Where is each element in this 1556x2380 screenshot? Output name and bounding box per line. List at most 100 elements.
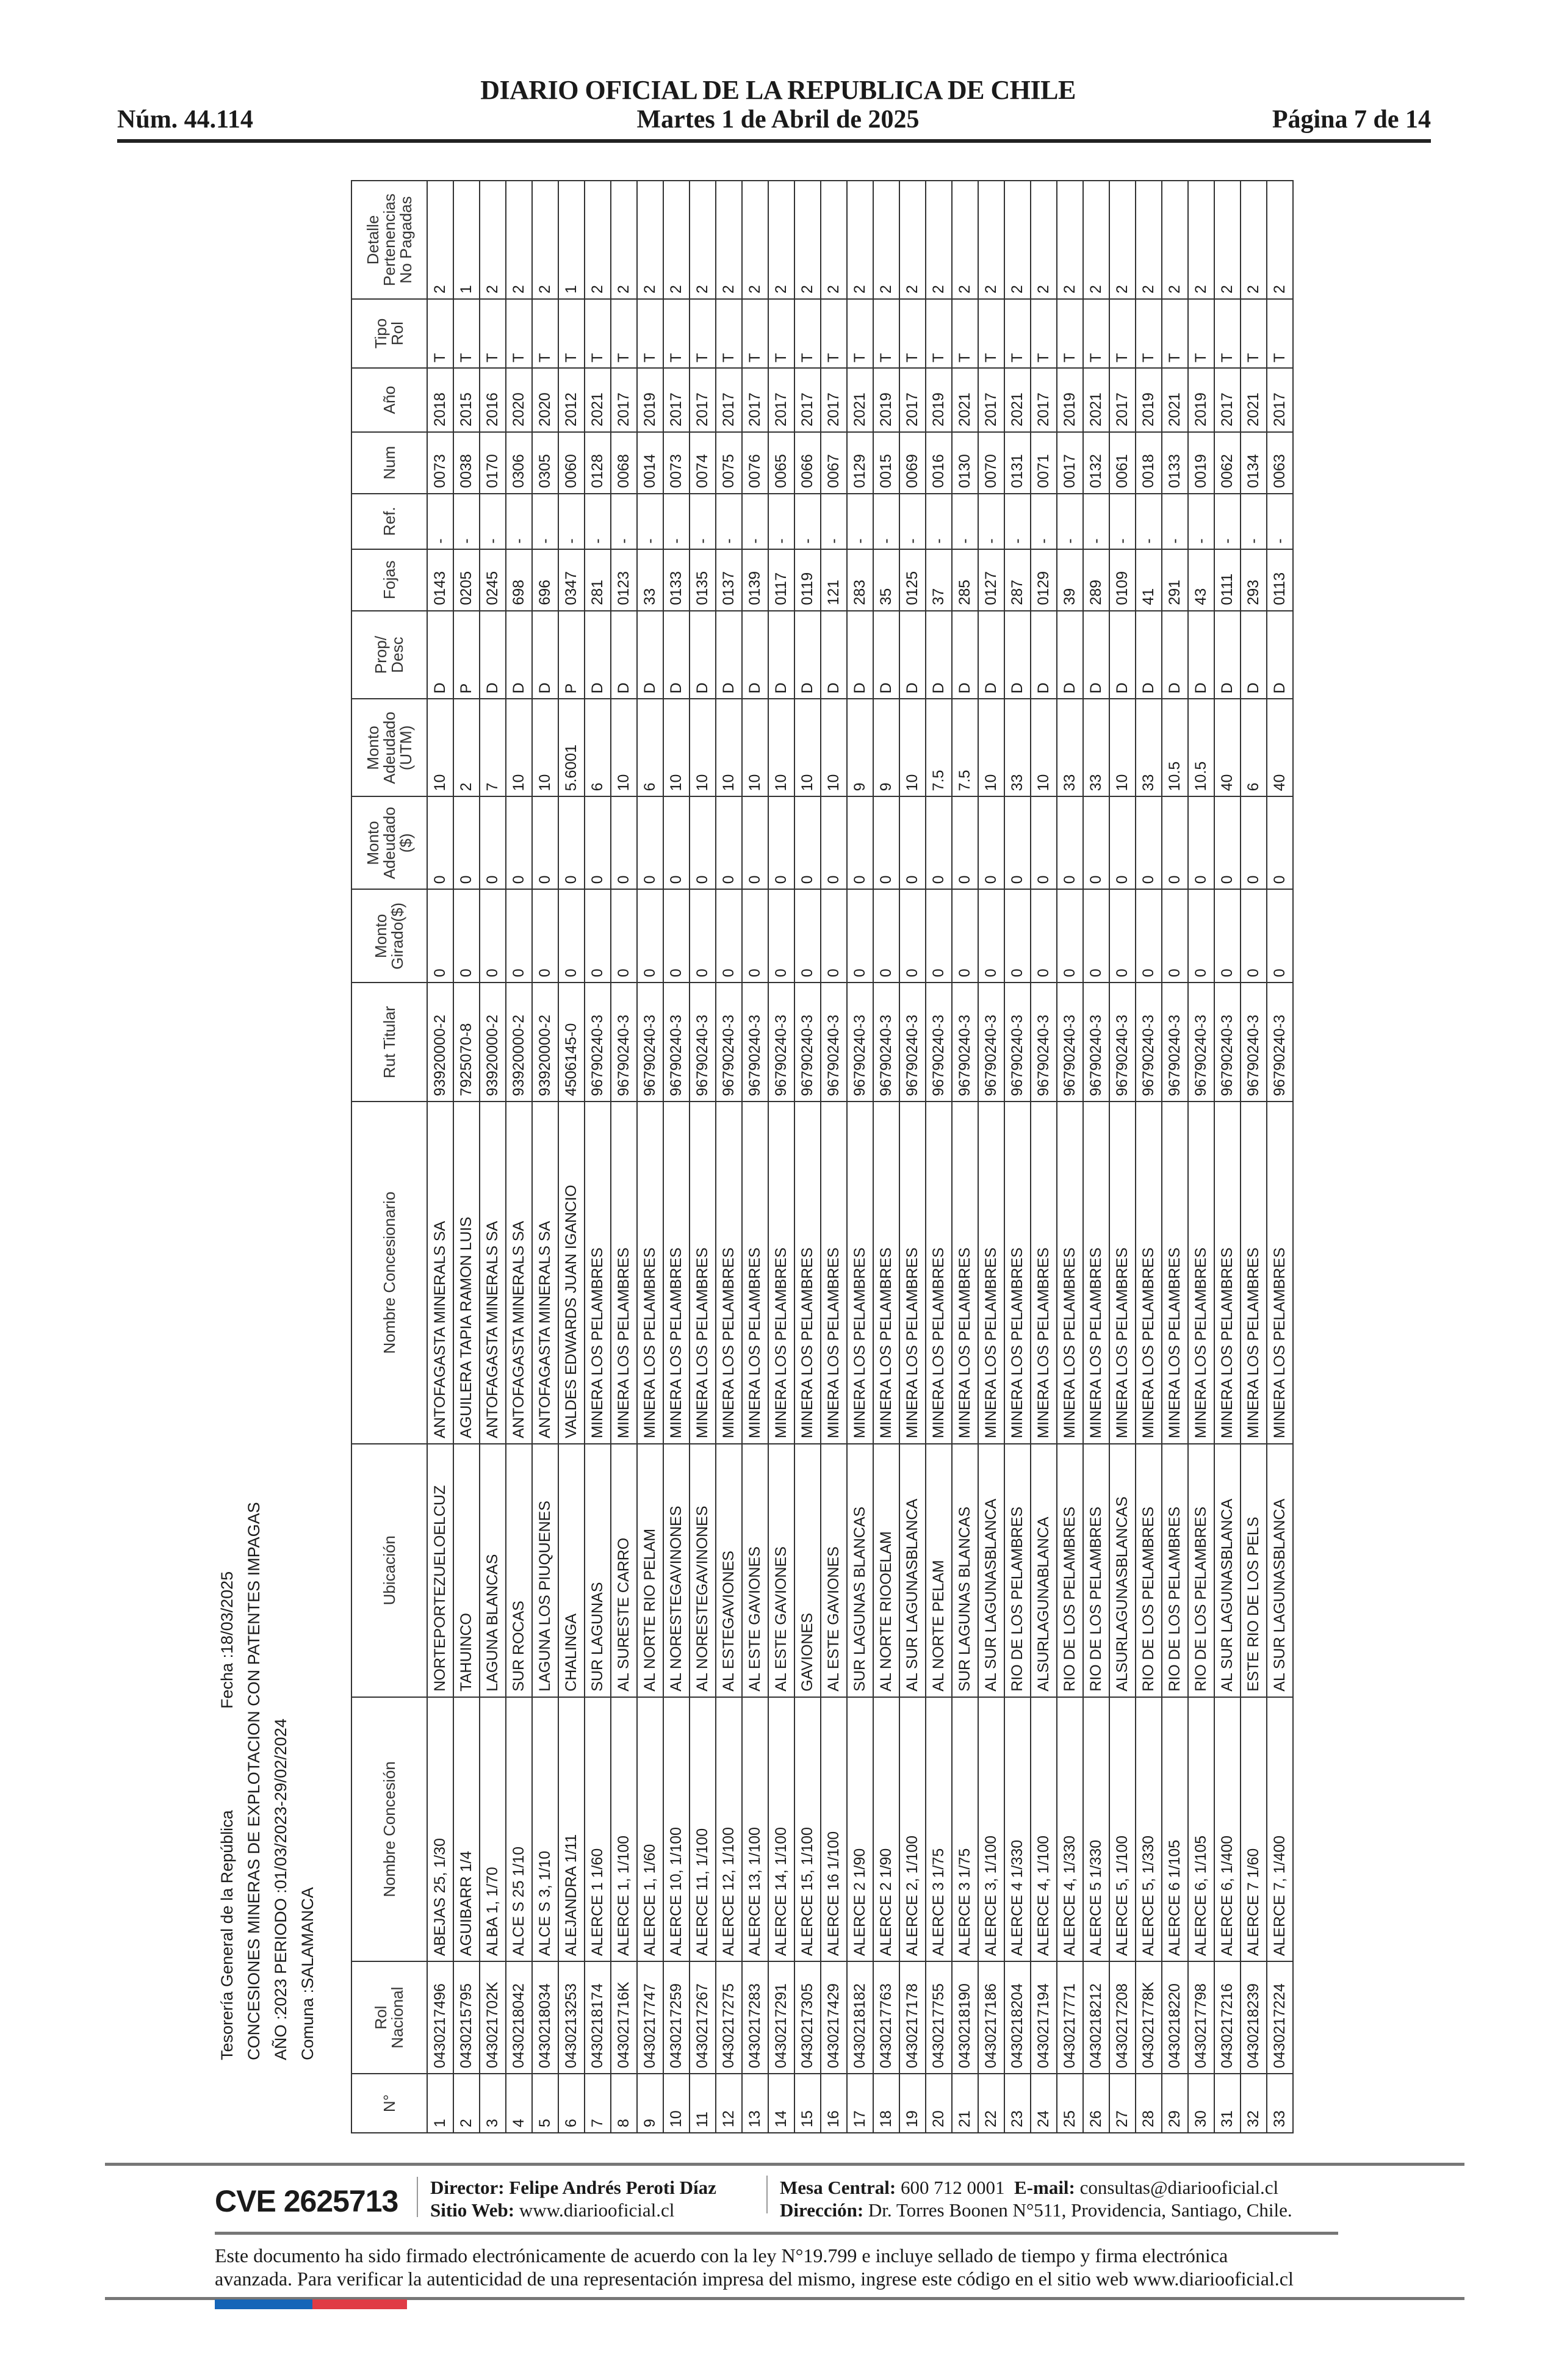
cell-num: 0130 bbox=[952, 431, 978, 494]
cell-ano: 2021 bbox=[585, 367, 611, 432]
cell-prop-desc: D bbox=[926, 610, 952, 699]
cell-monto-adeudado-pesos: 0 bbox=[1188, 796, 1214, 890]
cell-monto-adeudado-utm: 6 bbox=[585, 699, 611, 797]
cell-nombre-concesion: ALERCE 1 1/60 bbox=[585, 1697, 611, 1962]
cell-detalle-pertenencias: 2 bbox=[1214, 181, 1241, 300]
cell-num: 0073 bbox=[427, 431, 453, 494]
table-row: 30 0430217798 ALERCE 6, 1/105 RIO DE LOS PE… bbox=[1188, 181, 1214, 2133]
cell-nombre-concesionario: MINERA LOS PELAMBRES bbox=[1241, 1102, 1267, 1444]
cell-tipo-rol: T bbox=[663, 299, 690, 368]
column-header-monto-adeudado-pesos: Monto Adeudado ($) bbox=[351, 796, 427, 890]
table-row: 31 0430217216 ALERCE 6, 1/400 AL SUR LAGUNA… bbox=[1214, 181, 1241, 2133]
cell-ubicacion: AL SURESTE CARRO bbox=[611, 1443, 637, 1697]
cell-ano: 2017 bbox=[690, 367, 716, 432]
cell-monto-girado: 0 bbox=[1004, 889, 1031, 983]
cell-nombre-concesionario: MINERA LOS PELAMBRES bbox=[1188, 1102, 1214, 1444]
cell-monto-girado: 0 bbox=[453, 889, 480, 983]
cell-monto-adeudado-pesos: 0 bbox=[480, 796, 506, 890]
cell-ubicacion: AL NORTE PELAM bbox=[926, 1443, 952, 1697]
cell-ubicacion: ALSURLAGUNASBLANCAS bbox=[1109, 1443, 1136, 1697]
cell-fojas: 0137 bbox=[716, 549, 742, 611]
table-row: 25 0430217771 ALERCE 4, 1/330 RIO DE LOS PE… bbox=[1057, 181, 1083, 2133]
column-header-no: N° bbox=[351, 2074, 427, 2133]
cell-rol-nacional: 0430217224 bbox=[1267, 1961, 1293, 2074]
cell-tipo-rol: T bbox=[794, 299, 821, 368]
cell-fojas: 0129 bbox=[1031, 549, 1057, 611]
email-link[interactable]: consultas@diariooficial.cl bbox=[1079, 2177, 1279, 2198]
cell-nombre-concesion: ALERCE 3 1/75 bbox=[952, 1697, 978, 1962]
website-link[interactable]: www.diariooficial.cl bbox=[519, 2199, 675, 2221]
table-row: 23 0430218204 ALERCE 4 1/330 RIO DE LOS PEL… bbox=[1004, 181, 1031, 2133]
cell-ref: - bbox=[1214, 493, 1241, 549]
cell-num: 0017 bbox=[1057, 431, 1083, 494]
cell-nombre-concesion: ALERCE 7 1/60 bbox=[1241, 1697, 1267, 1962]
cell-no: 7 bbox=[585, 2074, 611, 2133]
cell-nombre-concesionario: MINERA LOS PELAMBRES bbox=[585, 1102, 611, 1444]
cell-monto-girado: 0 bbox=[1057, 889, 1083, 983]
cell-ubicacion: AL NORTE RIOOELAM bbox=[873, 1443, 899, 1697]
cell-ubicacion: RIO DE LOS PELAMBRES bbox=[1083, 1443, 1109, 1697]
cell-rol-nacional: 0430217275 bbox=[716, 1961, 742, 2074]
cell-ano: 2019 bbox=[926, 367, 952, 432]
cell-monto-girado: 0 bbox=[480, 889, 506, 983]
cell-monto-adeudado-utm: 6 bbox=[637, 699, 663, 797]
cell-ubicacion: AL ESTEGAVIONES bbox=[716, 1443, 742, 1697]
cell-no: 13 bbox=[742, 2074, 768, 2133]
cell-no: 33 bbox=[1267, 2074, 1293, 2133]
cell-monto-adeudado-utm: 5.6001 bbox=[558, 699, 585, 797]
table-row: 18 0430217763 ALERCE 2 1/90 AL NORTE RIOOEL… bbox=[873, 181, 899, 2133]
cell-no: 9 bbox=[637, 2074, 663, 2133]
cell-rol-nacional: 0430217496 bbox=[427, 1961, 453, 2074]
cell-nombre-concesionario: MINERA LOS PELAMBRES bbox=[611, 1102, 637, 1444]
cell-tipo-rol: T bbox=[453, 299, 480, 368]
cell-detalle-pertenencias: 2 bbox=[532, 181, 558, 300]
cell-ano: 2021 bbox=[952, 367, 978, 432]
cell-ano: 2020 bbox=[532, 367, 558, 432]
cell-detalle-pertenencias: 2 bbox=[768, 181, 794, 300]
cell-ref: - bbox=[1004, 493, 1031, 549]
cell-tipo-rol: T bbox=[847, 299, 873, 368]
cell-nombre-concesionario: MINERA LOS PELAMBRES bbox=[1214, 1102, 1241, 1444]
cell-fojas: 281 bbox=[585, 549, 611, 611]
cell-num: 0014 bbox=[637, 431, 663, 494]
cell-ref: - bbox=[899, 493, 926, 549]
footer-divider bbox=[105, 2163, 1464, 2166]
cell-ubicacion: AL ESTE GAVIONES bbox=[742, 1443, 768, 1697]
cell-ano: 2017 bbox=[899, 367, 926, 432]
cell-rol-nacional: 0430217305 bbox=[794, 1961, 821, 2074]
cell-rol-nacional: 043021778K bbox=[1136, 1961, 1162, 2074]
cell-nombre-concesion: ALERCE 12, 1/100 bbox=[716, 1697, 742, 1962]
cell-monto-girado: 0 bbox=[926, 889, 952, 983]
cell-rol-nacional: 0430218034 bbox=[532, 1961, 558, 2074]
cell-no: 26 bbox=[1083, 2074, 1109, 2133]
cell-ref: - bbox=[768, 493, 794, 549]
cell-rol-nacional: 0430218204 bbox=[1004, 1961, 1031, 2074]
cell-fojas: 0117 bbox=[768, 549, 794, 611]
cell-monto-adeudado-utm: 33 bbox=[1083, 699, 1109, 797]
cell-ano: 2021 bbox=[1004, 367, 1031, 432]
cell-detalle-pertenencias: 2 bbox=[1109, 181, 1136, 300]
cell-tipo-rol: T bbox=[1136, 299, 1162, 368]
cell-tipo-rol: T bbox=[532, 299, 558, 368]
cell-tipo-rol: T bbox=[1057, 299, 1083, 368]
cell-monto-adeudado-utm: 33 bbox=[1057, 699, 1083, 797]
table-row: 29 0430218220 ALERCE 6 1/105 RIO DE LOS PEL… bbox=[1162, 181, 1188, 2133]
cell-nombre-concesion: ALERCE 11, 1/100 bbox=[690, 1697, 716, 1962]
cell-ref: - bbox=[742, 493, 768, 549]
cell-ubicacion: ESTE RIO DE LOS PELS bbox=[1241, 1443, 1267, 1697]
cell-ubicacion: RIO DE LOS PELAMBRES bbox=[1162, 1443, 1188, 1697]
cell-ano: 2017 bbox=[1109, 367, 1136, 432]
cell-nombre-concesion: ALERCE 14, 1/100 bbox=[768, 1697, 794, 1962]
cell-monto-adeudado-utm: 40 bbox=[1267, 699, 1293, 797]
cell-monto-girado: 0 bbox=[952, 889, 978, 983]
cell-no: 30 bbox=[1188, 2074, 1214, 2133]
cell-fojas: 696 bbox=[532, 549, 558, 611]
cell-no: 25 bbox=[1057, 2074, 1083, 2133]
cell-nombre-concesionario: AGUILERA TAPIA RAMON LUIS bbox=[453, 1102, 480, 1444]
cell-nombre-concesionario: MINERA LOS PELAMBRES bbox=[1031, 1102, 1057, 1444]
cell-detalle-pertenencias: 2 bbox=[794, 181, 821, 300]
cell-monto-girado: 0 bbox=[558, 889, 585, 983]
cell-ubicacion: LAGUNA BLANCAS bbox=[480, 1443, 506, 1697]
cell-ano: 2019 bbox=[637, 367, 663, 432]
cell-rol-nacional: 0430217178 bbox=[899, 1961, 926, 2074]
